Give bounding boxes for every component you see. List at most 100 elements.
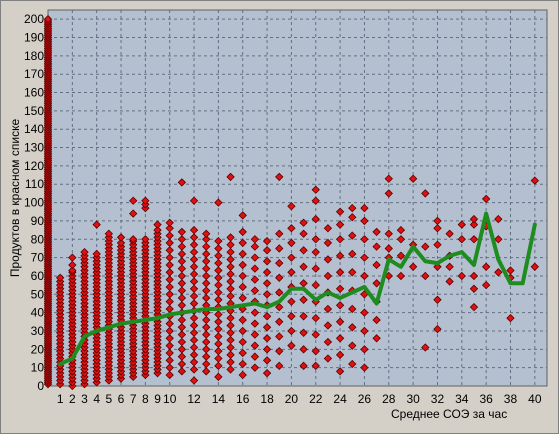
scatter-point — [177, 227, 187, 237]
scatter-point — [165, 290, 174, 299]
scatter-point — [262, 368, 272, 378]
scatter-point — [250, 330, 260, 339]
scatter-point — [323, 304, 333, 314]
y-tick-label: 90 — [31, 214, 45, 228]
scatter-point — [323, 255, 333, 264]
scatter-point — [214, 317, 223, 326]
scatter-point — [226, 172, 235, 182]
scatter-point — [275, 258, 284, 268]
scatter-point — [275, 229, 284, 238]
y-tick-label: 120 — [24, 159, 44, 173]
scatter-point — [238, 249, 247, 259]
scatter-point — [360, 345, 369, 354]
scatter-point — [348, 359, 357, 369]
y-axis-title: Продуктов в красном списке — [8, 119, 22, 278]
scatter-point — [226, 291, 235, 301]
scatter-point — [469, 220, 479, 229]
scatter-point — [189, 277, 199, 286]
y-tick-label: 0 — [37, 379, 44, 393]
scatter-point — [275, 361, 284, 370]
scatter-point — [275, 273, 284, 282]
scatter-point — [238, 370, 247, 380]
scatter-point — [348, 213, 357, 222]
scatter-point — [494, 214, 503, 224]
scatter-point — [226, 343, 235, 352]
scatter-point — [433, 240, 442, 249]
scatter-point — [311, 264, 320, 273]
scatter-point — [469, 214, 479, 224]
scatter-point — [238, 211, 247, 220]
scatter-point — [165, 260, 174, 270]
scatter-point — [226, 262, 235, 271]
scatter-point — [311, 280, 320, 290]
scatter-point — [189, 357, 199, 367]
scatter-point — [238, 238, 247, 248]
scatter-point — [360, 308, 369, 317]
scatter-point — [129, 235, 138, 244]
scatter-point — [177, 323, 187, 332]
scatter-point — [202, 315, 211, 325]
scatter-point — [311, 313, 320, 323]
scatter-point — [189, 262, 199, 271]
scatter-point — [250, 341, 260, 350]
scatter-point — [226, 350, 235, 359]
scatter-point — [421, 271, 430, 281]
scatter-point — [348, 341, 357, 350]
scatter-point — [335, 268, 345, 277]
x-tick-label: 30 — [406, 392, 420, 406]
scatter-point — [238, 304, 247, 314]
scatter-point — [177, 359, 187, 369]
scatter-point — [202, 345, 211, 354]
scatter-point — [177, 178, 187, 187]
scatter-point — [177, 330, 187, 339]
scatter-point — [153, 220, 162, 229]
scatter-point — [226, 313, 235, 323]
scatter-point — [360, 363, 369, 372]
scatter-point — [214, 372, 223, 381]
scatter-point — [481, 280, 491, 290]
scatter-point — [56, 273, 65, 282]
scatter-point — [433, 295, 442, 304]
scatter-point — [250, 286, 260, 295]
scatter-point — [238, 227, 247, 237]
scatter-point — [214, 273, 223, 282]
scatter-point — [214, 244, 223, 253]
scatter-point — [506, 266, 515, 275]
scatter-point — [238, 271, 247, 281]
scatter-point — [226, 233, 235, 242]
scatter-point — [226, 335, 235, 345]
trend-line-group — [58, 211, 537, 366]
scatter-point — [202, 352, 211, 361]
scatter-point — [469, 235, 479, 244]
scatter-point — [287, 326, 296, 336]
x-tick-label: 3 — [81, 392, 88, 406]
y-tick-label: 70 — [31, 251, 45, 265]
scatter-point — [238, 282, 247, 292]
x-tick-label: 26 — [358, 392, 372, 406]
scatter-point — [177, 315, 187, 325]
scatter-point — [287, 238, 296, 248]
scatter-point — [445, 262, 454, 271]
x-tick-label: 20 — [285, 392, 299, 406]
x-tick-label: 6 — [118, 392, 125, 406]
scatter-point — [299, 295, 308, 304]
scatter-point — [433, 224, 442, 233]
x-tick-label: 9 — [154, 392, 161, 406]
scatter-point — [311, 196, 320, 205]
scatter-point — [226, 365, 235, 374]
scatter-point — [311, 214, 320, 224]
y-tick-label: 150 — [24, 104, 44, 118]
scatter-point — [202, 235, 211, 244]
x-tick-label: 2 — [69, 392, 76, 406]
scatter-point — [262, 312, 272, 321]
scatter-point — [299, 361, 308, 370]
scatter-point — [165, 253, 174, 262]
scatter-point — [275, 172, 284, 182]
scatter-point — [348, 304, 357, 314]
y-tick-label: 160 — [24, 86, 44, 100]
x-tick-label: 18 — [260, 392, 274, 406]
scatter-point — [433, 262, 442, 271]
scatter-point — [311, 185, 320, 194]
scatter-point — [481, 262, 491, 271]
scatter-point — [238, 326, 247, 336]
